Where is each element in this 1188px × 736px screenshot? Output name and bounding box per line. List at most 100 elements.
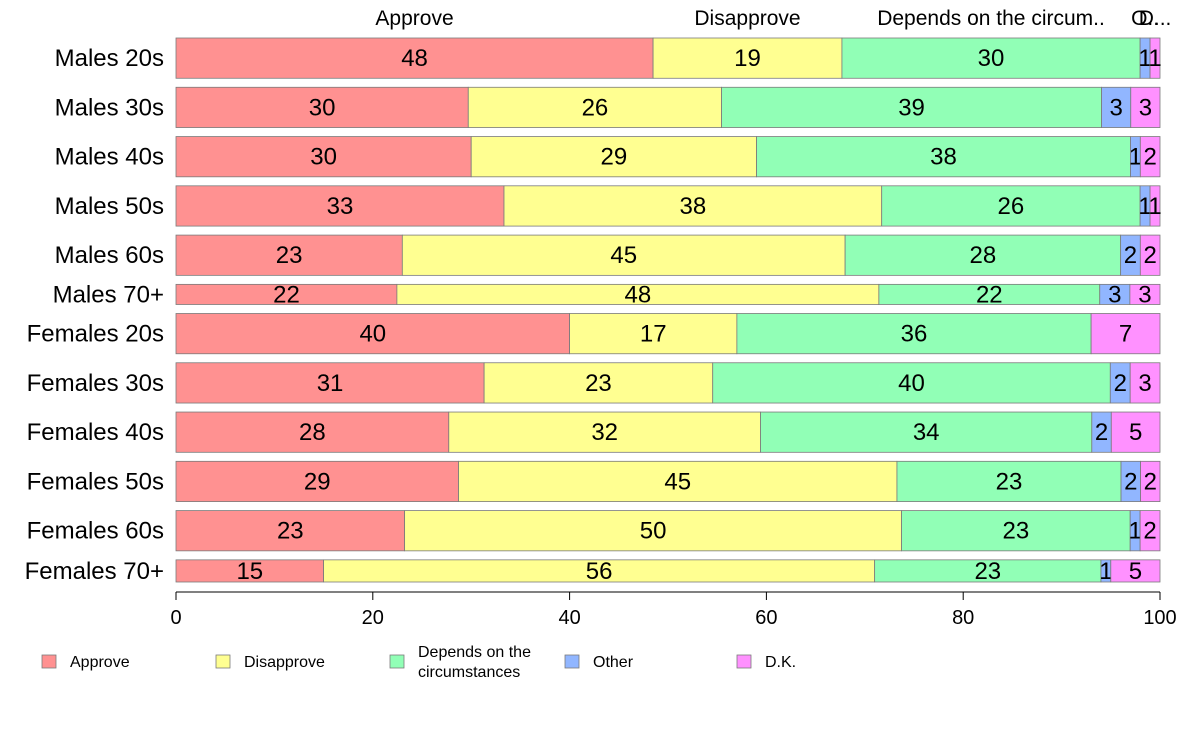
data-label-females-70-depends-on-the-circumstances: 23 <box>974 558 1001 585</box>
data-label-females-20s-approve: 40 <box>359 321 386 348</box>
data-label-males-40s-d-k: 2 <box>1143 144 1156 171</box>
legend-swatch-depends-on-the-circumstances <box>389 654 405 669</box>
category-label-females-60s: Females 60s <box>27 518 164 545</box>
data-label-males-40s-disapprove: 29 <box>601 144 628 171</box>
data-label-females-70-other: 1 <box>1099 558 1112 585</box>
category-label-males-30s: Males 30s <box>55 94 164 121</box>
category-label-females-30s: Females 30s <box>27 370 164 397</box>
data-label-females-50s-other: 2 <box>1124 468 1137 495</box>
bar-females-60s-d-k <box>1139 510 1161 552</box>
data-label-males-70-depends-on-the-circumstances: 22 <box>976 281 1003 308</box>
legend-swatch-d-k <box>736 654 752 669</box>
data-label-males-70-disapprove: 48 <box>625 281 652 308</box>
bar-males-20s-approve <box>175 37 654 79</box>
data-label-males-20s-approve: 48 <box>401 45 428 72</box>
bar-females-20s-approve <box>175 313 571 355</box>
legend-label-d-k: D.K. <box>765 654 796 671</box>
bar-females-30s-approve <box>175 362 485 404</box>
data-label-females-60s-depends-on-the-circumstances: 23 <box>1003 518 1030 545</box>
data-label-females-40s-other: 2 <box>1095 419 1108 446</box>
data-label-females-20s-disapprove: 17 <box>640 321 667 348</box>
data-label-females-30s-d-k: 3 <box>1138 370 1151 397</box>
data-label-females-70-approve: 15 <box>236 558 263 585</box>
bar-males-40s-depends-on-the-circumstances <box>756 136 1131 178</box>
category-label-females-20s: Females 20s <box>27 321 164 348</box>
bar-males-40s-disapprove <box>470 136 757 178</box>
x-tick-label-40: 40 <box>558 607 580 629</box>
x-tick-label-80: 80 <box>952 607 974 629</box>
legend-label-approve: Approve <box>70 654 130 671</box>
data-label-females-30s-other: 2 <box>1114 370 1127 397</box>
data-label-males-20s-d-k: 1 <box>1148 45 1161 72</box>
category-label-males-20s: Males 20s <box>55 45 164 72</box>
legend-label-other: Other <box>593 654 634 671</box>
bar-females-20s-d-k <box>1090 313 1161 355</box>
bar-males-50s-depends-on-the-circumstances <box>881 185 1141 227</box>
bar-males-30s-approve <box>175 86 469 128</box>
data-label-females-20s-depends-on-the-circumstances: 36 <box>901 321 928 348</box>
category-label-females-70: Females 70+ <box>25 558 164 585</box>
data-label-males-50s-other: 1 <box>1138 193 1151 220</box>
bar-males-50s-approve <box>175 185 505 227</box>
data-label-males-70-approve: 22 <box>273 281 300 308</box>
data-label-males-40s-depends-on-the-circumstances: 38 <box>930 144 957 171</box>
data-label-males-40s-other: 1 <box>1129 144 1142 171</box>
x-tick-label-0: 0 <box>170 607 181 629</box>
data-label-females-60s-d-k: 2 <box>1143 518 1156 545</box>
bar-females-60s-depends-on-the-circumstances <box>901 510 1131 552</box>
data-label-females-50s-disapprove: 45 <box>664 468 691 495</box>
legend-label-depends-on-the-circumstances-line-1: Depends on the <box>418 644 531 661</box>
bar-females-40s-d-k <box>1110 411 1161 453</box>
legend-swatch-approve <box>41 654 57 669</box>
bar-females-40s-approve <box>175 411 450 453</box>
legend-label-depends-on-the-circumstances-line-2: circumstances <box>418 664 520 681</box>
x-tick-label-60: 60 <box>755 607 777 629</box>
bar-females-60s-approve <box>175 510 406 552</box>
bar-females-30s-depends-on-the-circumstances <box>712 362 1111 404</box>
data-label-males-30s-disapprove: 26 <box>582 94 609 121</box>
top-label-depends-on-the-circumstances: Depends on the circum.. <box>877 7 1105 30</box>
bar-males-30s-disapprove <box>467 86 722 128</box>
bar-males-50s-disapprove <box>503 185 883 227</box>
bar-males-60s-disapprove <box>401 234 846 276</box>
bar-males-40s-approve <box>175 136 472 178</box>
data-label-males-30s-d-k: 3 <box>1139 94 1152 121</box>
data-label-males-50s-disapprove: 38 <box>679 193 706 220</box>
category-label-males-50s: Males 50s <box>55 193 164 220</box>
bar-males-30s-d-k <box>1130 86 1161 128</box>
data-label-females-50s-depends-on-the-circumstances: 23 <box>996 468 1023 495</box>
x-tick-label-100: 100 <box>1143 607 1176 629</box>
data-label-males-20s-disapprove: 19 <box>734 45 761 72</box>
legend-label-disapprove: Disapprove <box>244 654 325 671</box>
bar-males-60s-approve <box>175 234 403 276</box>
data-label-males-70-other: 3 <box>1108 281 1121 308</box>
data-label-females-60s-other: 1 <box>1128 518 1141 545</box>
data-label-males-30s-depends-on-the-circumstances: 39 <box>898 94 925 121</box>
data-label-males-20s-depends-on-the-circumstances: 30 <box>978 45 1005 72</box>
data-label-males-50s-depends-on-the-circumstances: 26 <box>998 193 1025 220</box>
bar-males-20s-depends-on-the-circumstances <box>841 37 1141 79</box>
data-label-females-40s-approve: 28 <box>299 419 326 446</box>
bar-females-50s-approve <box>175 460 459 502</box>
category-label-males-60s: Males 60s <box>55 242 164 269</box>
category-label-females-50s: Females 50s <box>27 468 164 495</box>
bar-females-70-d-k <box>1110 559 1161 583</box>
data-label-females-60s-approve: 23 <box>277 518 304 545</box>
data-label-males-50s-d-k: 1 <box>1148 193 1161 220</box>
data-label-males-60s-depends-on-the-circumstances: 28 <box>970 242 997 269</box>
data-label-females-40s-disapprove: 32 <box>591 419 618 446</box>
data-label-females-30s-depends-on-the-circumstances: 40 <box>898 370 925 397</box>
data-label-males-40s-approve: 30 <box>310 144 337 171</box>
bar-males-50s-d-k <box>1149 185 1161 227</box>
data-label-females-50s-d-k: 2 <box>1144 468 1157 495</box>
bar-males-30s-other <box>1101 86 1132 128</box>
bar-males-60s-d-k <box>1139 234 1161 276</box>
bar-females-50s-disapprove <box>458 460 898 502</box>
data-label-females-70-d-k: 5 <box>1129 558 1142 585</box>
data-label-females-60s-disapprove: 50 <box>640 518 667 545</box>
data-label-males-60s-disapprove: 45 <box>610 242 637 269</box>
category-label-males-70: Males 70+ <box>53 281 164 308</box>
data-label-males-20s-other: 1 <box>1138 45 1151 72</box>
bar-males-40s-d-k <box>1139 136 1161 178</box>
